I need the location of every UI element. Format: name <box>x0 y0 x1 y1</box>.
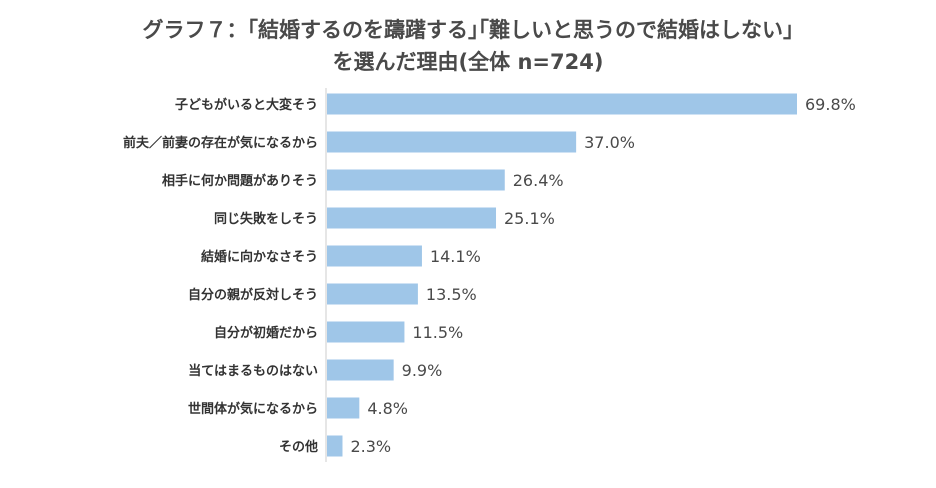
chart-title-line1: グラフ７：｢結婚するのを躊躇する｣｢難しいと思うので結婚はしない｣ <box>142 18 794 42</box>
category-label: 同じ失敗をしそう <box>214 211 318 227</box>
value-label: 26.4% <box>513 171 564 190</box>
bar <box>327 283 418 305</box>
bar <box>327 169 505 191</box>
bar <box>327 435 343 457</box>
category-label: 当てはまるものはない <box>188 363 318 379</box>
value-label: 11.5% <box>412 323 463 342</box>
bar <box>327 359 394 381</box>
value-label: 69.8% <box>805 95 856 114</box>
value-label: 37.0% <box>584 133 635 152</box>
category-label: 自分の親が反対しそう <box>188 287 318 303</box>
category-label: その他 <box>279 439 318 455</box>
bar <box>327 131 577 153</box>
bar <box>327 397 360 419</box>
chart-title: グラフ７：｢結婚するのを躊躇する｣｢難しいと思うので結婚はしない｣ を選んだ理由… <box>0 14 936 78</box>
category-label: 前夫／前妻の存在が気になるから <box>123 135 318 151</box>
bar <box>327 245 422 267</box>
bar <box>327 321 405 343</box>
value-label: 13.5% <box>426 285 477 304</box>
value-label: 9.9% <box>402 361 443 380</box>
category-label: 子どもがいると大変そう <box>175 97 318 113</box>
bar <box>327 93 797 115</box>
value-label: 14.1% <box>430 247 481 266</box>
value-label: 25.1% <box>504 209 555 228</box>
bar <box>327 207 497 229</box>
value-label: 4.8% <box>367 399 408 418</box>
category-label: 相手に何か問題がありそう <box>162 173 318 189</box>
category-label: 結婚に向かなさそう <box>201 249 318 265</box>
category-label: 世間体が気になるから <box>188 401 318 417</box>
category-label: 自分が初婚だから <box>214 325 318 341</box>
value-label: 2.3% <box>350 437 391 456</box>
chart-title-line2: を選んだ理由(全体 n=724) <box>332 50 604 74</box>
